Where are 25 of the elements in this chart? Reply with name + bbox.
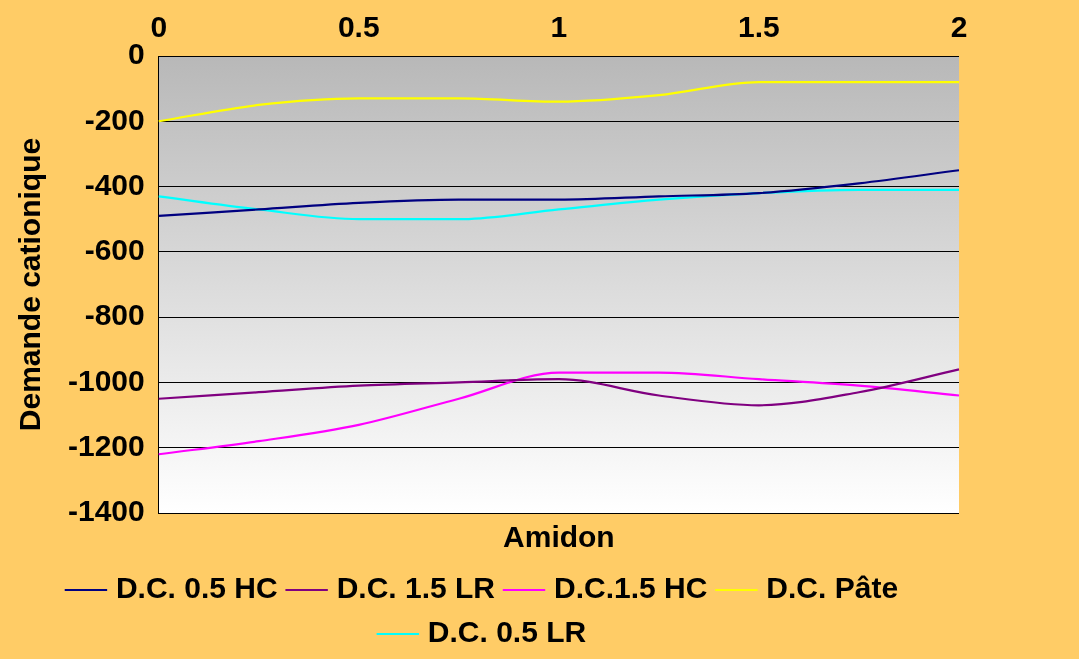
legend-label: D.C. 0.5 HC (115, 571, 278, 605)
line-series (157, 368, 961, 407)
x-tick-label: 2 (950, 10, 968, 44)
line-series (157, 188, 961, 221)
x-tick-label: 0.5 (337, 10, 380, 44)
y-tick-label: -800 (84, 298, 145, 332)
y-axis-title: Demande cationique (13, 137, 47, 432)
x-tick-label: 0 (150, 10, 168, 44)
y-tick-label: 0 (128, 37, 145, 71)
y-tick-label: -400 (84, 167, 145, 201)
legend-label: D.C. 1.5 LR (336, 571, 496, 605)
x-tick-label: 1 (550, 10, 568, 44)
y-tick-label: -1400 (67, 494, 145, 528)
line-series (157, 81, 961, 123)
x-axis-title: Amidon (503, 520, 615, 554)
y-tick-label: -1000 (67, 363, 145, 397)
legend-label: D.C. 0.5 LR (427, 615, 587, 649)
y-tick-label: -1200 (67, 428, 145, 462)
y-tick-label: -200 (84, 102, 145, 136)
legend-label: D.C. Pâte (766, 571, 899, 605)
legend-label: D.C.1.5 HC (554, 571, 708, 605)
x-tick-label: 1.5 (738, 10, 780, 44)
line-series (157, 371, 961, 456)
line-series (157, 169, 961, 218)
y-tick-label: -600 (84, 233, 145, 267)
